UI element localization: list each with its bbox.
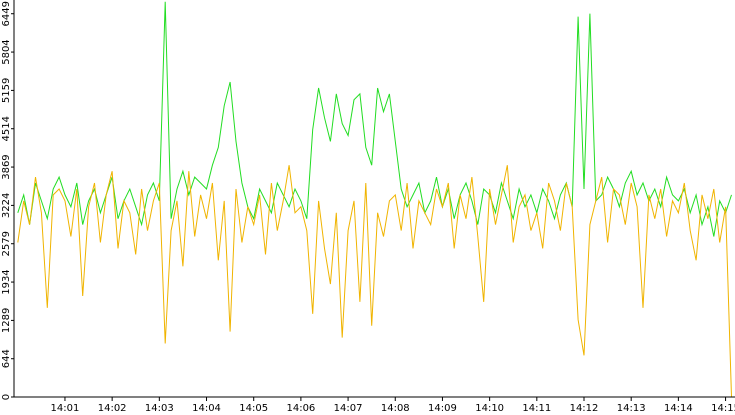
x-tick-label: 14:13 bbox=[617, 403, 646, 414]
y-tick-label: 644 bbox=[1, 349, 12, 368]
x-tick-label: 14:10 bbox=[475, 403, 504, 414]
y-tick-label: 0 bbox=[1, 394, 12, 400]
x-tick-label: 14:07 bbox=[334, 403, 363, 414]
series-line bbox=[17, 1, 732, 237]
y-tick-label: 5159 bbox=[1, 78, 12, 103]
x-tick-label: 14:09 bbox=[428, 403, 457, 414]
y-tick-label: 3224 bbox=[1, 193, 12, 218]
x-tick-label: 14:12 bbox=[570, 403, 599, 414]
y-tick-label: 1289 bbox=[1, 308, 12, 333]
x-tick-label: 14:06 bbox=[286, 403, 315, 414]
y-tick-label: 2579 bbox=[1, 231, 12, 256]
y-tick-label: 1934 bbox=[1, 269, 12, 294]
y-tick-label: 6449 bbox=[1, 1, 12, 26]
x-tick-label: 14:14 bbox=[664, 403, 693, 414]
y-tick-label: 4514 bbox=[1, 116, 12, 141]
x-tick-label: 14:01 bbox=[51, 403, 80, 414]
series-line bbox=[17, 165, 732, 398]
x-tick-label: 14:05 bbox=[239, 403, 268, 414]
y-tick-label: 5804 bbox=[1, 39, 12, 64]
y-tick-label: 3869 bbox=[1, 154, 12, 179]
x-tick-label: 14:04 bbox=[192, 403, 221, 414]
x-tick-label: 14:08 bbox=[381, 403, 410, 414]
x-tick-label: 14:15 bbox=[711, 403, 735, 414]
x-tick-label: 14:03 bbox=[145, 403, 174, 414]
x-tick-label: 14:11 bbox=[522, 403, 551, 414]
x-tick-label: 14:02 bbox=[98, 403, 127, 414]
